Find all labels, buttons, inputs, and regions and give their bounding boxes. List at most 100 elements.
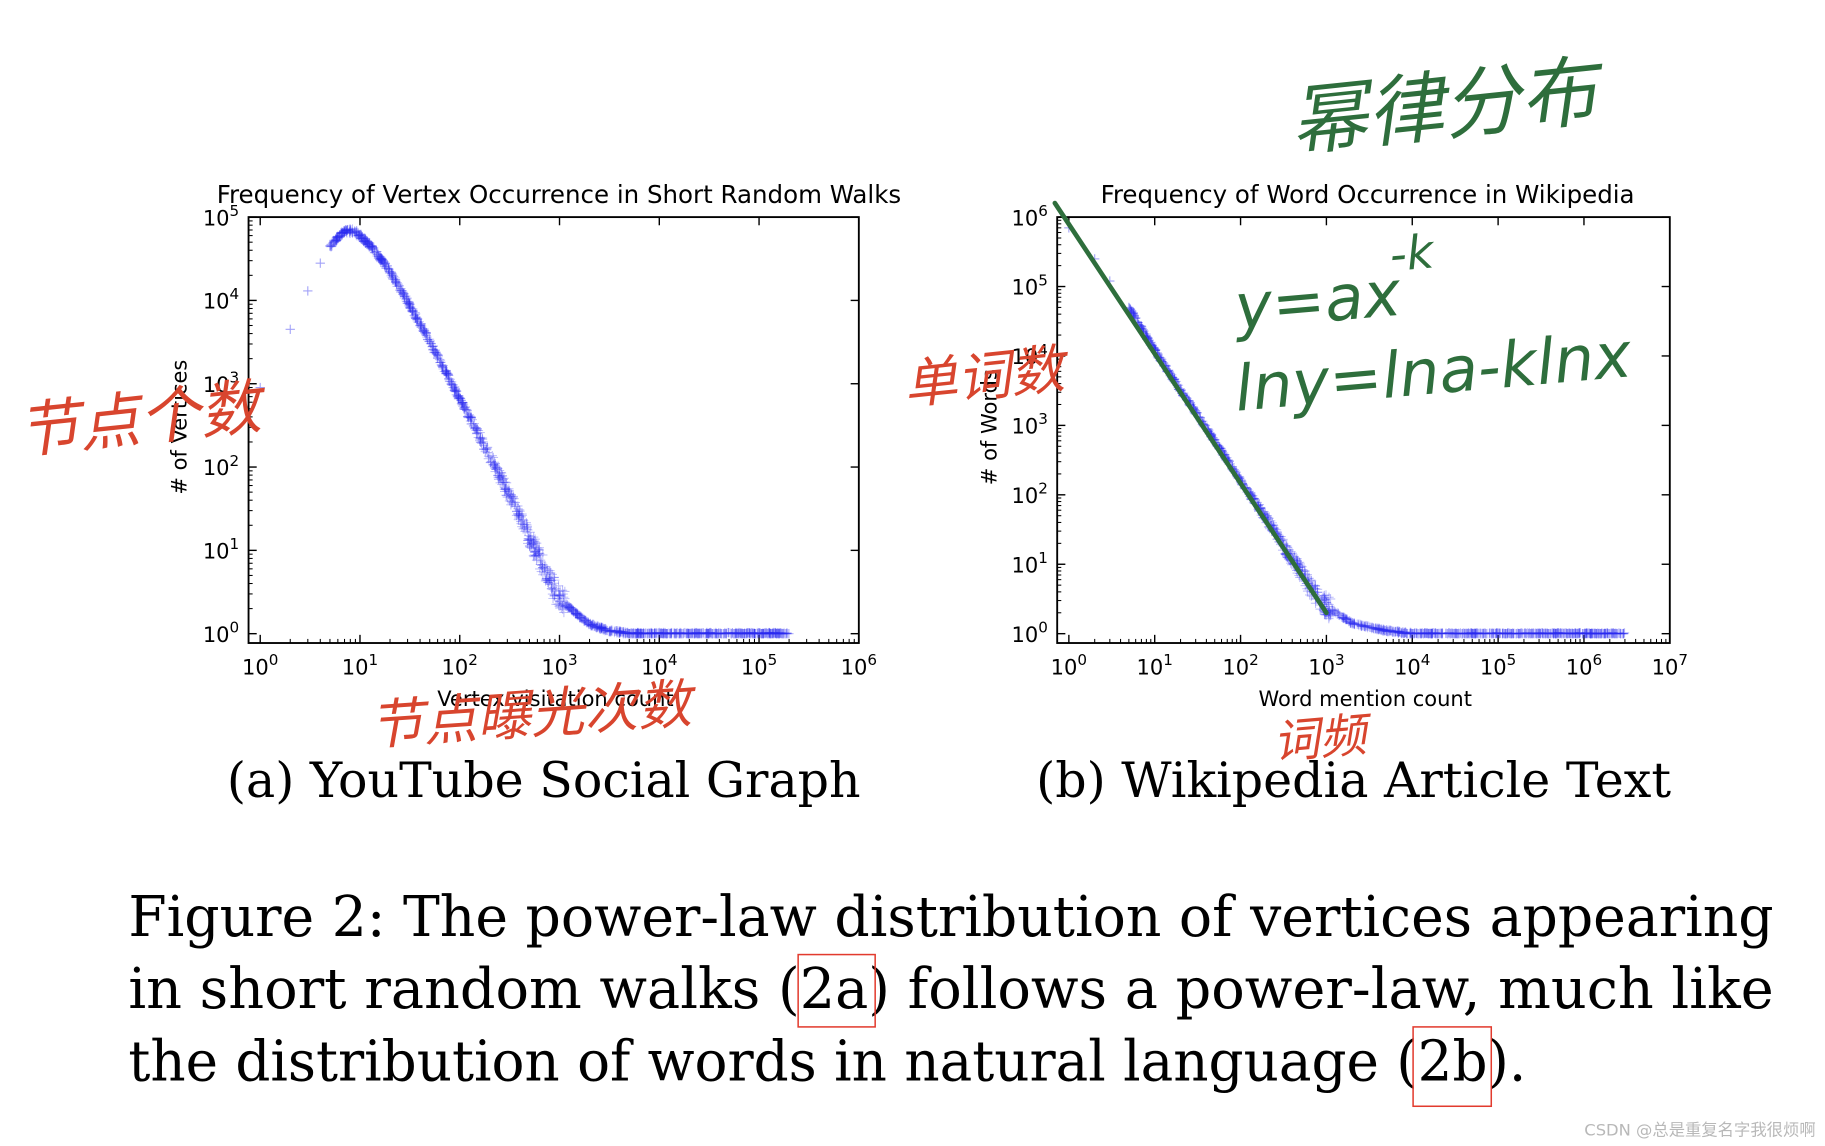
chart-a-point bbox=[543, 577, 553, 588]
chart-a-point bbox=[455, 393, 465, 403]
chart-a-point bbox=[596, 623, 606, 633]
chart-a-point bbox=[430, 346, 440, 356]
chart-a-point bbox=[738, 629, 748, 639]
chart-a-point bbox=[630, 628, 641, 638]
chart-a-point bbox=[333, 232, 343, 242]
chart-a-point bbox=[711, 629, 721, 639]
chart-a-point bbox=[598, 624, 608, 634]
chart-a-point bbox=[407, 306, 417, 316]
chart-a-point bbox=[475, 427, 485, 438]
chart-a-point bbox=[773, 629, 783, 639]
chart-a-point bbox=[631, 629, 642, 639]
chart-a-point bbox=[695, 629, 705, 639]
chart-a-point bbox=[444, 374, 454, 384]
chart-a-point bbox=[770, 628, 780, 638]
chart-a-point bbox=[355, 230, 365, 241]
chart-a-point bbox=[428, 345, 438, 355]
chart-b-xtick-label: 104 bbox=[1394, 651, 1430, 679]
chart-a-point bbox=[632, 627, 643, 638]
chart-a-point bbox=[749, 629, 760, 639]
chart-a-point bbox=[508, 491, 518, 502]
chart-a-point bbox=[646, 627, 656, 638]
chart-a-point bbox=[414, 317, 424, 327]
chart-a-point bbox=[654, 627, 665, 638]
chart-a-point bbox=[433, 353, 443, 363]
chart-a-point bbox=[523, 525, 533, 535]
figure-caption-line-1: Figure 2: The power-law distribution of … bbox=[128, 885, 1773, 950]
chart-a-point bbox=[540, 576, 551, 586]
chart-a-point bbox=[732, 628, 742, 638]
chart-a-point bbox=[455, 393, 466, 404]
chart-a-point bbox=[544, 574, 555, 584]
chart-a-point bbox=[549, 586, 560, 596]
chart-a-point bbox=[656, 628, 666, 638]
annotation-a-xlabel: 节点曝光次数 bbox=[368, 672, 700, 758]
chart-a-point bbox=[451, 387, 461, 397]
chart-a-point bbox=[347, 228, 358, 238]
chart-a-point bbox=[767, 629, 777, 639]
chart-a-point bbox=[743, 629, 753, 639]
chart-a-point bbox=[593, 621, 603, 631]
chart-a-point bbox=[549, 572, 559, 583]
chart-a-point bbox=[391, 278, 402, 288]
chart-a-point bbox=[515, 506, 525, 516]
chart-a-point bbox=[713, 629, 723, 639]
chart-b-ytick-label: 106 bbox=[1011, 202, 1047, 230]
chart-a-point bbox=[378, 257, 388, 267]
chart-a-point bbox=[621, 627, 631, 638]
chart-a-point bbox=[488, 460, 498, 470]
chart-a-point bbox=[554, 591, 564, 601]
chart-a-xtick-label: 103 bbox=[541, 651, 577, 679]
chart-a-point bbox=[409, 310, 419, 321]
chart-a-point bbox=[536, 560, 547, 570]
chart-a-point bbox=[427, 342, 437, 352]
chart-a-point bbox=[701, 628, 712, 638]
chart-a-point bbox=[632, 629, 643, 639]
chart-a-point bbox=[331, 235, 342, 245]
chart-a-point bbox=[525, 527, 535, 537]
chart-a-point bbox=[615, 627, 625, 637]
chart-a-point bbox=[597, 623, 607, 633]
chart-a-point bbox=[609, 626, 620, 637]
chart-a-point bbox=[681, 629, 691, 639]
chart-a-point bbox=[758, 629, 769, 639]
chart-a-point bbox=[542, 575, 552, 585]
chart-a-point bbox=[570, 609, 581, 619]
chart-a-point bbox=[359, 233, 369, 243]
chart-a-point bbox=[637, 628, 647, 638]
chart-a-point bbox=[731, 629, 741, 639]
chart-a-point bbox=[754, 628, 764, 638]
chart-a-xtick-label: 106 bbox=[841, 651, 877, 679]
chart-a-point bbox=[495, 472, 505, 482]
chart-a-point bbox=[420, 327, 430, 337]
chart-a-point bbox=[329, 236, 339, 246]
chart-a-point bbox=[431, 347, 441, 357]
chart-a-point bbox=[403, 297, 414, 308]
chart-a-point bbox=[592, 623, 602, 633]
chart-a: Frequency of Vertex Occurrence in Short … bbox=[168, 180, 901, 711]
chart-a-point bbox=[694, 628, 704, 639]
chart-a-point bbox=[470, 423, 480, 433]
chart-a-point bbox=[514, 513, 524, 523]
chart-a-point bbox=[499, 484, 510, 495]
chart-a-point bbox=[593, 621, 603, 632]
chart-a-point bbox=[344, 226, 355, 237]
chart-a-point bbox=[782, 629, 792, 639]
chart-a-point bbox=[762, 629, 773, 639]
chart-a-point bbox=[633, 628, 644, 638]
chart-a-point bbox=[369, 243, 379, 253]
chart-a-point bbox=[667, 628, 677, 638]
annotation-equation-1-exponent: -k bbox=[1387, 225, 1437, 283]
chart-a-point bbox=[733, 628, 743, 639]
chart-a-point bbox=[690, 628, 701, 638]
chart-a-point bbox=[666, 629, 676, 639]
chart-a-point bbox=[706, 628, 716, 638]
chart-a-point bbox=[775, 628, 786, 639]
chart-a-point bbox=[648, 629, 658, 639]
chart-a-point bbox=[337, 227, 347, 237]
chart-a-point bbox=[694, 629, 705, 639]
chart-a-point bbox=[336, 228, 347, 239]
chart-a-point bbox=[749, 629, 760, 639]
chart-a-point bbox=[692, 629, 702, 639]
chart-a-point bbox=[571, 608, 581, 618]
